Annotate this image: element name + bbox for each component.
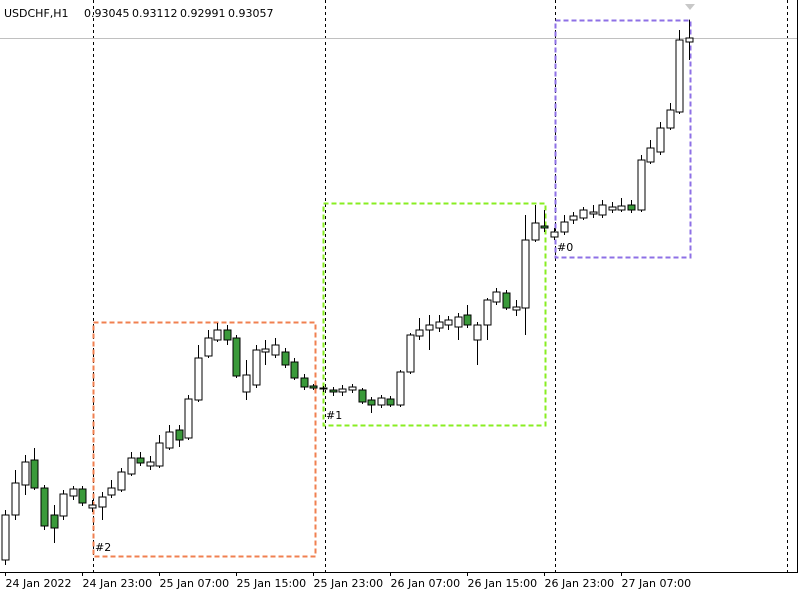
candle-body xyxy=(155,442,164,467)
candle-body xyxy=(204,337,213,357)
x-tick-label: 25 Jan 23:00 xyxy=(314,577,384,590)
candle-body xyxy=(88,504,97,509)
ohlc-open: 0.93045 xyxy=(84,7,130,20)
candle-body xyxy=(454,316,463,328)
annotation-box xyxy=(322,202,547,427)
candle-body xyxy=(242,374,251,393)
candle-body xyxy=(675,39,684,113)
candle-body xyxy=(30,459,39,489)
candle-body xyxy=(502,292,511,309)
candle-body xyxy=(184,398,193,439)
candle-body xyxy=(213,329,222,341)
annotation-label: #0 xyxy=(557,241,573,254)
candle-body xyxy=(560,221,569,233)
candle-body xyxy=(396,371,405,406)
candle-body xyxy=(252,349,261,386)
candle-body xyxy=(290,361,299,379)
candle-body xyxy=(492,291,501,303)
day-separators xyxy=(93,0,788,572)
candle-body xyxy=(98,496,107,508)
candle-body xyxy=(425,324,434,331)
candle-body xyxy=(21,461,30,486)
x-tick-label: 26 Jan 23:00 xyxy=(545,577,615,590)
candle-body xyxy=(338,388,347,393)
candle-body xyxy=(512,306,521,311)
candle-body xyxy=(666,109,675,129)
candle-body xyxy=(463,314,472,326)
candle-body xyxy=(550,231,559,238)
candle-body xyxy=(146,461,155,467)
candle-body xyxy=(78,488,87,504)
candle-body xyxy=(165,431,174,449)
x-tick-label: 24 Jan 2022 xyxy=(6,577,72,590)
candle-body xyxy=(329,389,338,393)
candle-body xyxy=(309,385,318,389)
candle-body xyxy=(435,321,444,329)
candle-body xyxy=(637,159,646,211)
candle-body xyxy=(50,514,59,529)
candle-body xyxy=(386,398,395,406)
candle-body xyxy=(11,482,20,516)
candle-body xyxy=(117,471,126,491)
candle-body xyxy=(175,429,184,441)
candle-body xyxy=(627,204,636,211)
candle-body xyxy=(579,209,588,219)
candle-body xyxy=(300,377,309,388)
ohlc-close: 0.93057 xyxy=(228,7,274,20)
candle-body xyxy=(194,357,203,401)
candle-body xyxy=(367,399,376,406)
candle-body xyxy=(223,329,232,341)
x-tick-label: 26 Jan 07:00 xyxy=(391,577,461,590)
candle-body xyxy=(377,397,386,406)
candle-body xyxy=(608,206,617,211)
candle-body xyxy=(444,319,453,326)
annotation-box xyxy=(92,321,317,558)
candle-body xyxy=(483,299,492,326)
annotation-box xyxy=(554,19,692,259)
candle-body xyxy=(531,222,540,241)
candle-body xyxy=(589,211,598,215)
candle-body xyxy=(656,127,665,153)
candle-body xyxy=(107,487,116,496)
symbol-label: USDCHF,H1 xyxy=(4,7,69,20)
candle-body xyxy=(261,348,270,353)
candle-body xyxy=(415,329,424,337)
x-tick-label: 26 Jan 15:00 xyxy=(468,577,538,590)
candle-body xyxy=(521,239,530,309)
annotation-label: #1 xyxy=(326,409,342,422)
candle-body xyxy=(59,493,68,517)
x-tick-label: 24 Jan 23:00 xyxy=(83,577,153,590)
candle-body xyxy=(540,225,549,229)
candle-body xyxy=(40,487,49,527)
candle-body xyxy=(232,337,241,377)
annotation-label: #2 xyxy=(95,541,111,554)
ohlc-high: 0.93112 xyxy=(132,7,178,20)
candle-body xyxy=(406,334,415,373)
x-tick-label: 27 Jan 07:00 xyxy=(622,577,692,590)
candle-body xyxy=(646,147,655,163)
candle-body xyxy=(358,389,367,403)
candle-body xyxy=(617,205,626,211)
candle-body xyxy=(281,351,290,366)
candle-body xyxy=(598,204,607,216)
candle-body xyxy=(569,215,578,221)
x-tick-label: 25 Jan 15:00 xyxy=(237,577,307,590)
candle-body xyxy=(69,488,78,497)
candle-body xyxy=(348,386,357,391)
shift-marker xyxy=(685,4,695,10)
candle-body xyxy=(473,324,482,341)
candle-body xyxy=(685,37,694,43)
candle-body xyxy=(271,344,280,356)
x-tick-label: 25 Jan 07:00 xyxy=(160,577,230,590)
ohlc-low: 0.92991 xyxy=(180,7,226,20)
candle-body xyxy=(1,514,10,561)
candle-body xyxy=(127,457,136,475)
candle-body xyxy=(319,387,328,390)
candle-body xyxy=(136,457,145,464)
